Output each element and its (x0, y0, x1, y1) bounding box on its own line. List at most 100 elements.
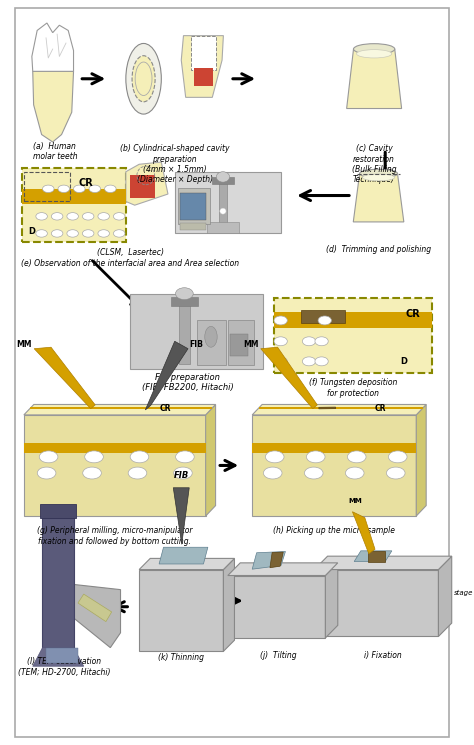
Ellipse shape (51, 212, 63, 220)
Polygon shape (33, 647, 84, 666)
Bar (301, 310, 345, 323)
Polygon shape (32, 23, 73, 72)
Polygon shape (261, 347, 317, 409)
Ellipse shape (386, 467, 405, 479)
Bar (180, 193, 206, 220)
Ellipse shape (265, 451, 284, 463)
Text: (j)  Tilting: (j) Tilting (261, 651, 297, 660)
Ellipse shape (216, 172, 229, 182)
FancyBboxPatch shape (274, 298, 432, 372)
Ellipse shape (347, 451, 366, 463)
Bar (22, 188, 126, 203)
Polygon shape (319, 407, 336, 409)
Polygon shape (223, 559, 235, 651)
Bar (274, 311, 432, 328)
Ellipse shape (315, 357, 328, 366)
Ellipse shape (132, 56, 155, 102)
Text: (g) Peripheral milling, micro-manipulator
fixation and followed by bottom cuttin: (g) Peripheral milling, micro-manipulato… (37, 527, 192, 546)
Ellipse shape (126, 43, 161, 114)
Bar (130, 175, 155, 197)
Ellipse shape (274, 316, 287, 325)
Ellipse shape (173, 467, 192, 479)
Ellipse shape (85, 451, 103, 463)
Polygon shape (354, 551, 392, 562)
Polygon shape (146, 341, 188, 410)
FancyBboxPatch shape (15, 8, 449, 737)
Polygon shape (314, 570, 438, 636)
Ellipse shape (363, 174, 395, 181)
Polygon shape (353, 174, 404, 222)
Bar (228, 320, 255, 365)
Ellipse shape (302, 337, 316, 346)
Ellipse shape (264, 467, 282, 479)
Bar (179, 298, 190, 364)
Polygon shape (270, 552, 283, 568)
Ellipse shape (220, 208, 226, 214)
Ellipse shape (105, 185, 116, 192)
Polygon shape (259, 407, 423, 409)
Text: CR: CR (374, 404, 386, 413)
Bar (24, 443, 206, 453)
Ellipse shape (39, 451, 58, 463)
Ellipse shape (67, 212, 78, 220)
Ellipse shape (98, 229, 109, 237)
FancyBboxPatch shape (22, 168, 126, 242)
Polygon shape (325, 563, 338, 638)
Polygon shape (252, 551, 285, 569)
FancyBboxPatch shape (174, 173, 281, 233)
Ellipse shape (360, 169, 398, 178)
Ellipse shape (98, 212, 109, 220)
Ellipse shape (51, 229, 63, 237)
Text: FIB preparation
(FIB; FB2200, Hitachi): FIB preparation (FIB; FB2200, Hitachi) (142, 372, 234, 392)
Text: (k) Thinning: (k) Thinning (158, 653, 204, 662)
Ellipse shape (274, 357, 287, 366)
Ellipse shape (82, 212, 94, 220)
Ellipse shape (37, 467, 56, 479)
Bar (212, 177, 234, 184)
Ellipse shape (83, 467, 101, 479)
Ellipse shape (205, 326, 217, 347)
Ellipse shape (318, 316, 331, 325)
Polygon shape (43, 518, 73, 647)
FancyBboxPatch shape (130, 294, 263, 369)
Text: D: D (400, 357, 407, 366)
Ellipse shape (356, 50, 392, 58)
Bar (219, 177, 227, 226)
Bar (178, 188, 210, 224)
Ellipse shape (388, 451, 407, 463)
Text: MM: MM (243, 340, 258, 349)
Ellipse shape (58, 185, 70, 192)
Bar (180, 223, 206, 230)
Ellipse shape (67, 229, 78, 237)
Ellipse shape (36, 212, 47, 220)
Polygon shape (346, 49, 401, 109)
Text: CR: CR (405, 309, 420, 320)
Ellipse shape (113, 212, 125, 220)
Ellipse shape (130, 451, 149, 463)
Bar (252, 443, 416, 453)
Polygon shape (368, 551, 385, 562)
Ellipse shape (175, 451, 194, 463)
Bar (40, 504, 76, 518)
Text: MM: MM (348, 498, 362, 504)
Text: (h) Picking up the micro-sample: (h) Picking up the micro-sample (273, 527, 395, 536)
Polygon shape (30, 407, 212, 409)
Polygon shape (228, 563, 338, 575)
Ellipse shape (43, 185, 54, 192)
Ellipse shape (302, 357, 316, 366)
Text: stage: stage (454, 590, 474, 596)
Polygon shape (126, 162, 168, 205)
Ellipse shape (346, 467, 364, 479)
Text: CR: CR (79, 178, 94, 188)
Polygon shape (159, 548, 208, 564)
Text: MM: MM (17, 340, 32, 349)
Text: D: D (28, 226, 35, 235)
Text: (f) Tungsten deposition
for protection: (f) Tungsten deposition for protection (309, 378, 397, 398)
Ellipse shape (315, 337, 328, 346)
Text: (a)  Human
molar teeth: (a) Human molar teeth (33, 142, 77, 162)
Text: (CLSM,  Lasertec)
(e) Observation of the interfacial area and Area selection: (CLSM, Lasertec) (e) Observation of the … (21, 248, 239, 267)
Polygon shape (24, 405, 216, 415)
Polygon shape (173, 488, 189, 545)
Text: (l) TEM observation
(TEM; HD-2700, Hitachi): (l) TEM observation (TEM; HD-2700, Hitac… (18, 657, 110, 676)
Ellipse shape (89, 185, 100, 192)
